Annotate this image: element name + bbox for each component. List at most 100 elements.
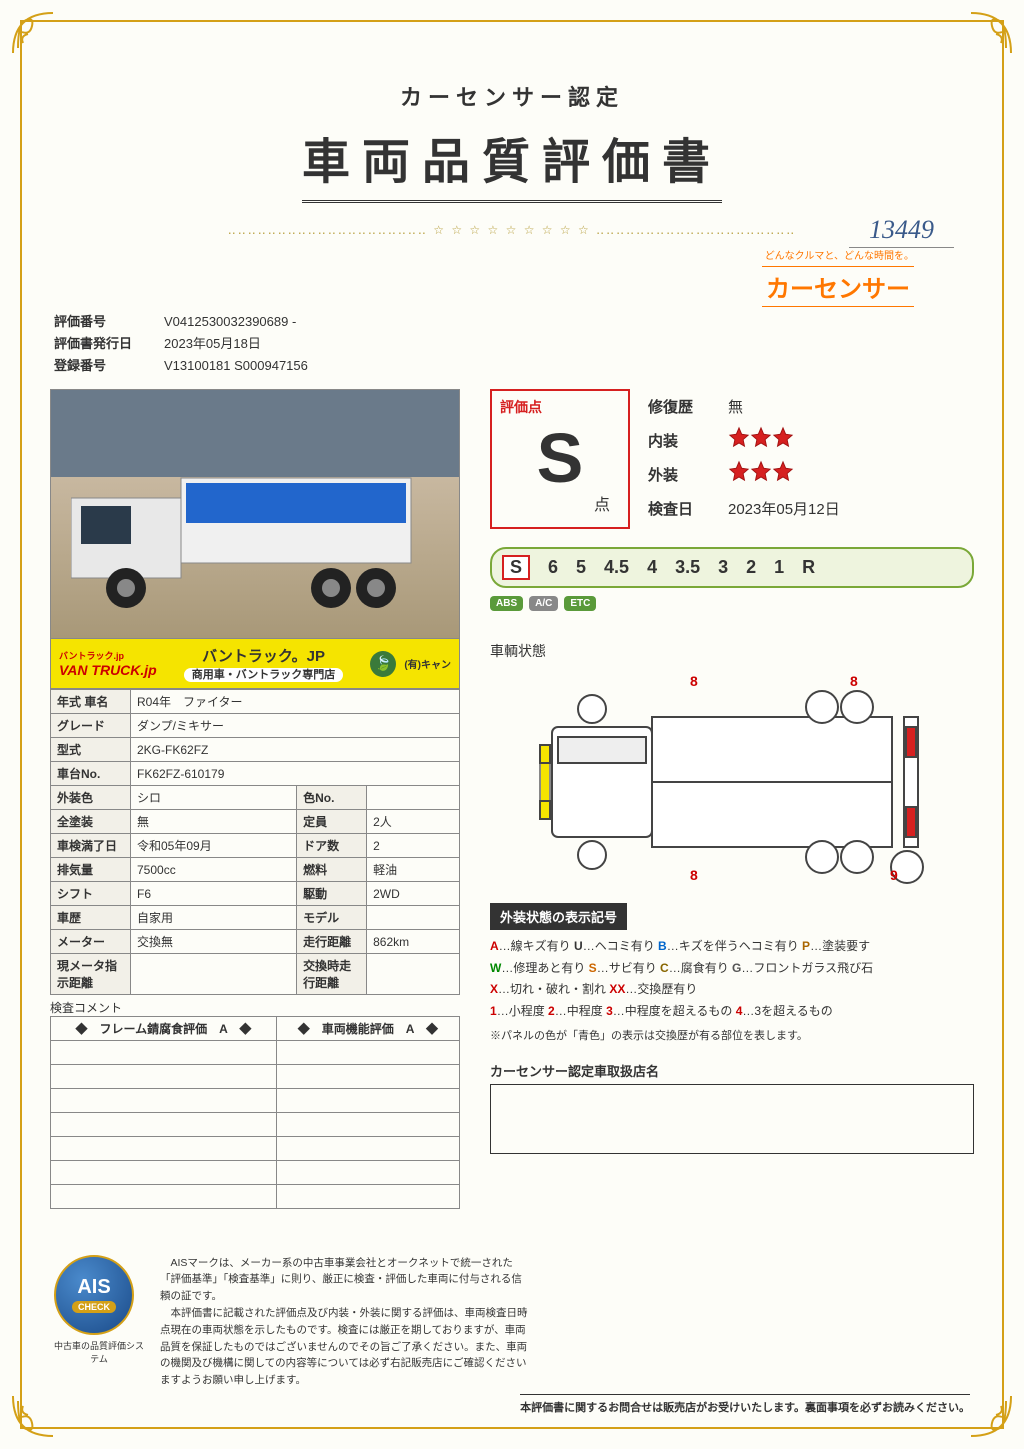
scale-value: S <box>502 555 530 580</box>
spec-key: シフト <box>51 882 131 906</box>
spec-key: グレード <box>51 714 131 738</box>
grade-scale: S654.543.5321R <box>490 547 974 588</box>
spec-value <box>131 954 297 995</box>
legend-segment: 3 <box>606 1004 613 1018</box>
star-icon <box>750 426 772 448</box>
spec-key: 走行距離 <box>297 930 367 954</box>
vehicle-condition-label: 車輌状態 <box>490 641 974 661</box>
score-label: 評価点 <box>492 397 628 417</box>
spec-key: 車台No. <box>51 762 131 786</box>
vantruck-banner: バントラック.jp VAN TRUCK.jp バントラック。JP 商用車・バント… <box>50 639 460 689</box>
legend-body: A…線キズ有り U…ヘコミ有り B…キズを伴うヘコミ有り P…塗装要すW…修理あ… <box>490 936 974 1022</box>
scale-value: 5 <box>576 557 586 578</box>
spec-key: 排気量 <box>51 858 131 882</box>
leaf-icon: 🍃 <box>370 651 396 677</box>
reg-no-value: V13100181 S000947156 <box>164 358 308 373</box>
spec-value: FK62FZ-610179 <box>131 762 460 786</box>
legend-segment: X <box>490 982 498 996</box>
comment-cell <box>276 1041 459 1065</box>
spec-key: モデル <box>297 906 367 930</box>
comment-cell <box>276 1065 459 1089</box>
spec-key: 定員 <box>297 810 367 834</box>
spec-value: 自家用 <box>131 906 297 930</box>
star-icon <box>772 460 794 482</box>
spec-key: 車歴 <box>51 906 131 930</box>
legend-segment: 1 <box>490 1004 497 1018</box>
spec-key: 外装色 <box>51 786 131 810</box>
comment-cell <box>51 1161 277 1185</box>
comment-header: ◆ 車両機能評価 A ◆ <box>276 1017 459 1041</box>
spec-table: 年式 車名R04年 ファイターグレードダンプ/ミキサー型式2KG-FK62FZ車… <box>50 689 460 995</box>
spec-value <box>367 906 460 930</box>
right-column: 評価点 S 点 修復歴無 内装 外装 検査日2023年05月12日 S654.5… <box>490 389 974 1209</box>
legend-segment: A <box>490 939 499 953</box>
inspect-date-value: 2023年05月12日 <box>728 498 840 519</box>
corner-ornament <box>966 8 1016 58</box>
comment-cell <box>276 1137 459 1161</box>
comment-cell <box>276 1089 459 1113</box>
vantruck-company: (有)キャン <box>404 656 451 671</box>
legend-segment: …切れ・破れ・割れ <box>498 982 609 996</box>
feature-badge: A/C <box>529 596 558 611</box>
carsensor-logo: カーセンサー <box>762 266 914 307</box>
spec-key: 駆動 <box>297 882 367 906</box>
feature-badges: ABSA/CETC <box>490 596 974 611</box>
spec-value: 2WD <box>367 882 460 906</box>
score-box: 評価点 S 点 <box>490 389 630 529</box>
eval-no-value: V0412530032390689 - <box>164 314 296 329</box>
document-header: カーセンサー認定 車両品質評価書 <box>50 80 974 203</box>
scale-value: 4 <box>647 557 657 578</box>
legend-segment: …サビ有り <box>597 961 660 975</box>
spec-value: 2人 <box>367 810 460 834</box>
comment-cell <box>51 1089 277 1113</box>
ais-check: CHECK <box>72 1301 116 1313</box>
legend-segment: P <box>802 939 810 953</box>
inspection-comment-label: 検査コメント <box>50 999 460 1016</box>
vantruck-logo: VAN TRUCK.jp <box>59 662 157 678</box>
interior-stars <box>728 426 794 454</box>
diagram-mark: 8 <box>850 673 858 689</box>
spec-value: 7500cc <box>131 858 297 882</box>
legend-segment: S <box>589 961 597 975</box>
ais-text: AIS <box>77 1276 110 1299</box>
spec-value: 2 <box>367 834 460 858</box>
scale-value: R <box>802 557 815 578</box>
exterior-stars <box>728 460 794 488</box>
comment-header: ◆ フレーム錆腐食評価 A ◆ <box>51 1017 277 1041</box>
comment-cell <box>51 1185 277 1209</box>
star-icon <box>750 460 772 482</box>
legend-segment: …キズを伴うヘコミ有り <box>667 939 802 953</box>
score-details: 修復歴無 内装 外装 検査日2023年05月12日 <box>648 389 974 525</box>
legend-segment: …線キズ有り <box>499 939 574 953</box>
legend-segment: …ヘコミ有り <box>583 939 658 953</box>
ais-badge: AIS CHECK 中古車の品質評価システム <box>54 1255 144 1365</box>
repair-history-value: 無 <box>728 396 743 417</box>
spec-key: メーター <box>51 930 131 954</box>
spec-value <box>367 786 460 810</box>
brand-tagline: どんなクルマと、どんな時間を。 <box>50 247 914 262</box>
corner-ornament <box>8 8 58 58</box>
reg-no-label: 登録番号 <box>54 355 164 377</box>
spec-key: 型式 <box>51 738 131 762</box>
evaluation-meta: 評価番号V0412530032390689 - 評価書発行日2023年05月18… <box>54 311 974 377</box>
left-column: バントラック.jp VAN TRUCK.jp バントラック。JP 商用車・バント… <box>50 389 460 1209</box>
legend-segment: 2 <box>548 1004 555 1018</box>
scale-value: 3 <box>718 557 728 578</box>
comment-cell <box>276 1161 459 1185</box>
spec-value: 交換無 <box>131 930 297 954</box>
dealer-label: カーセンサー認定車取扱店名 <box>490 1061 974 1080</box>
spec-key: 色No. <box>297 786 367 810</box>
legend-segment: …交換歴有り <box>625 982 697 996</box>
issue-date-label: 評価書発行日 <box>54 333 164 355</box>
document-title: 車両品質評価書 <box>302 122 722 203</box>
star-icon <box>728 460 750 482</box>
eval-no-label: 評価番号 <box>54 311 164 333</box>
corner-ornament <box>8 1391 58 1441</box>
score-grade: S <box>492 423 628 493</box>
footer-note: 本評価書に関するお問合せは販売店がお受けいたします。裏面事項を必ずお読みください… <box>520 1394 970 1415</box>
comment-cell <box>276 1113 459 1137</box>
spec-value: 862km <box>367 930 460 954</box>
star-icon <box>772 426 794 448</box>
legend-segment: W <box>490 961 501 975</box>
feature-badge: ETC <box>564 596 596 611</box>
